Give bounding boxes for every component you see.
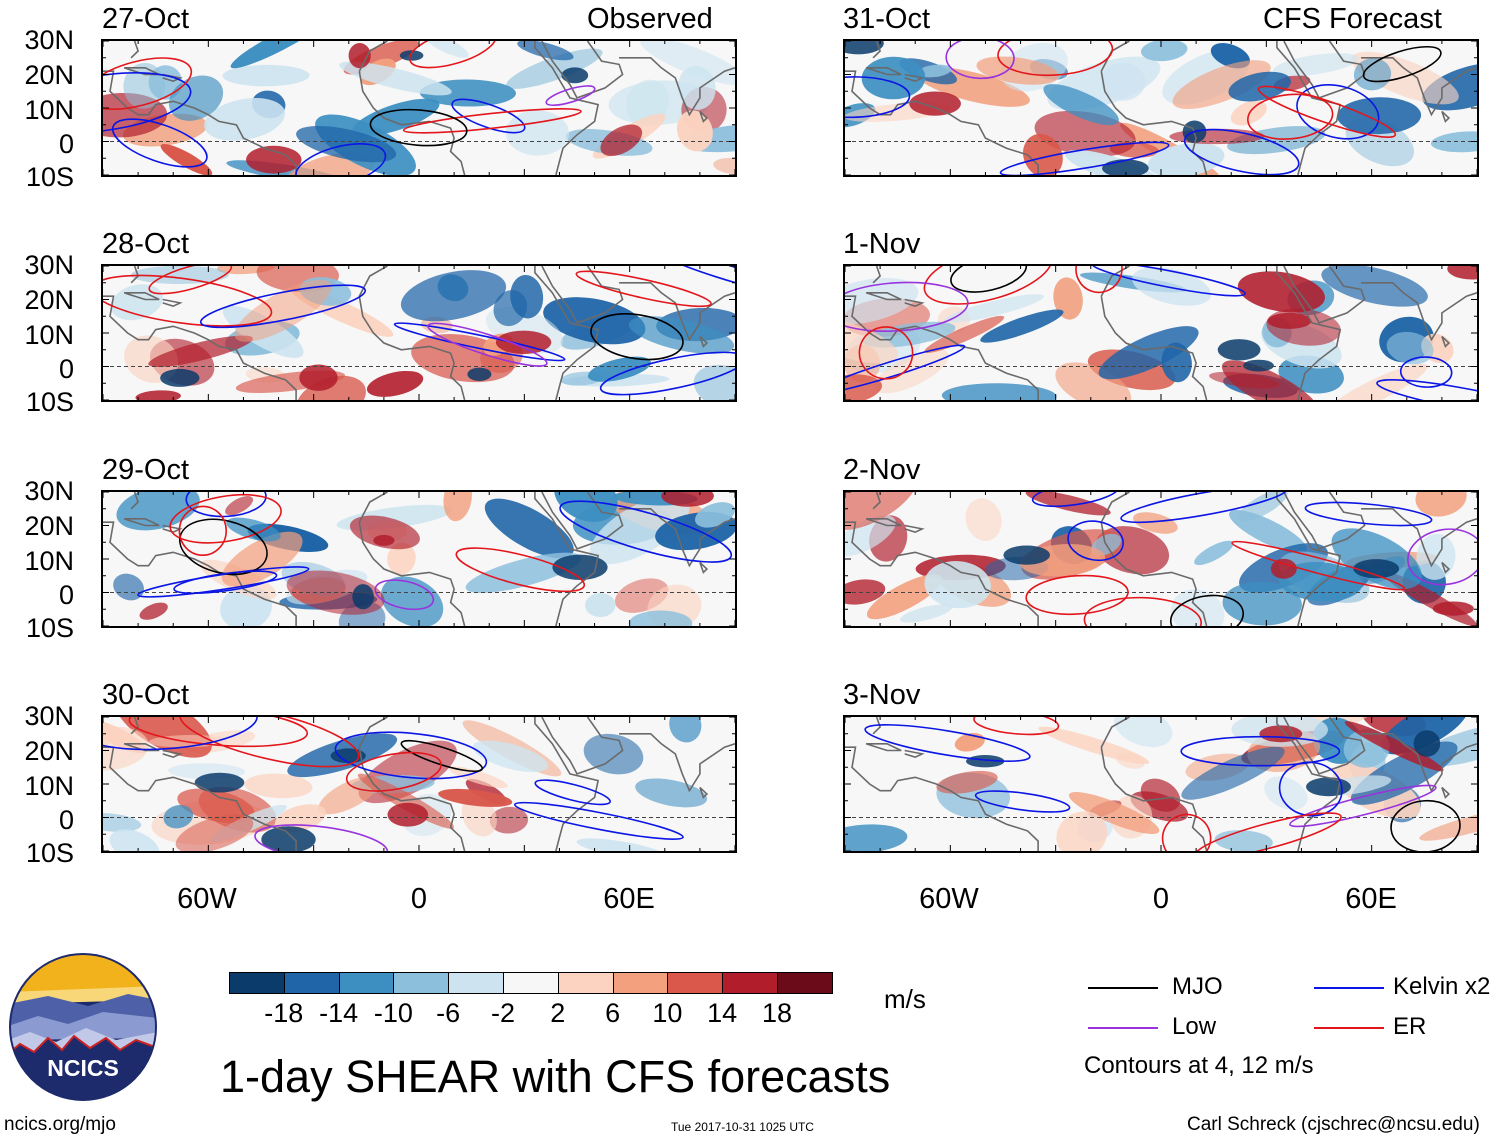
colorbar-swatch: [283, 972, 340, 994]
colorbar-swatch: [448, 972, 504, 994]
lat-label: 10S: [25, 613, 74, 643]
panel-date-left-1: 28-Oct: [102, 228, 190, 260]
figure-title: 1-day SHEAR with CFS forecasts: [220, 1051, 891, 1102]
colorbar-swatch: [503, 972, 559, 994]
colorbar-label: 18: [761, 998, 793, 1028]
colorbar-units: m/s: [884, 984, 926, 1014]
footer-credit: Carl Schreck (cjschrec@ncsu.edu): [1187, 1114, 1480, 1135]
legend-line-kelvin: [1314, 987, 1384, 989]
colorbar-label: 10: [652, 998, 683, 1028]
observed-label: Observed: [587, 3, 713, 35]
map-field-left-1: [103, 266, 735, 400]
panel-date-right-1: 1-Nov: [843, 228, 921, 260]
legend-label-er: ER: [1393, 1013, 1427, 1040]
lat-label: 20N: [24, 736, 74, 766]
lat-label: 10N: [24, 95, 74, 125]
lat-label: 10N: [24, 546, 74, 576]
colorbar-swatch: [722, 972, 778, 994]
colorbar-swatch: [338, 972, 395, 994]
lat-label: 10S: [25, 387, 74, 417]
forecast-label: CFS Forecast: [1263, 3, 1442, 35]
colorbar-swatch: [393, 972, 450, 994]
map-panel-left-2: [101, 490, 737, 628]
colorbar-label: -2: [490, 998, 516, 1028]
footer-timestamp: Tue 2017-10-31 1025 UTC: [671, 1120, 814, 1134]
map-panel-right-3: [843, 715, 1479, 853]
lat-label: 0: [58, 129, 74, 159]
colorbar-label: -18: [264, 998, 304, 1028]
legend-label-mjo: MJO: [1172, 973, 1223, 1000]
map-panel-right-2: [843, 490, 1479, 628]
lat-label: 10N: [24, 771, 74, 801]
footer-url[interactable]: ncics.org/mjo: [4, 1114, 116, 1135]
lon-label: 60E: [1345, 883, 1397, 915]
colorbar-label: -6: [436, 998, 461, 1028]
map-field-left-0: [103, 41, 735, 175]
lon-label: 60W: [177, 883, 237, 915]
lat-label: 30N: [24, 250, 74, 280]
map-panel-left-1: [101, 264, 737, 402]
map-field-left-3: [103, 717, 735, 851]
map-field-left-2: [103, 492, 735, 626]
colorbar-label: 2: [550, 998, 566, 1028]
ncics-logo: NCICS: [8, 952, 158, 1102]
ncics-logo-icon: NCICS: [9, 953, 157, 1101]
lon-label: 60E: [603, 883, 655, 915]
colorbar-swatch: [777, 972, 833, 994]
panel-date-right-3: 3-Nov: [843, 679, 921, 711]
map-panel-left-0: [101, 39, 737, 177]
legend-label-kelvin: Kelvin x2: [1393, 973, 1491, 1000]
colorbar-swatch: [667, 972, 724, 994]
map-field-right-2: [845, 492, 1477, 626]
lon-label: 0: [410, 883, 428, 915]
lat-label: 20N: [24, 511, 74, 541]
lat-label: 30N: [24, 25, 74, 55]
colorbar-swatch: [612, 972, 669, 994]
lat-label: 10N: [24, 320, 74, 350]
map-panel-right-0: [843, 39, 1479, 177]
logo-text: NCICS: [47, 1055, 119, 1081]
lon-label: 60W: [919, 883, 979, 915]
map-panel-left-3: [101, 715, 737, 853]
map-panel-right-1: [843, 264, 1479, 402]
legend-line-er: [1314, 1027, 1384, 1029]
lat-label: 0: [58, 805, 74, 835]
colorbar-swatch: [557, 972, 614, 994]
map-field-right-3: [845, 717, 1477, 851]
colorbar-label: 14: [707, 998, 738, 1028]
lat-label: 10S: [25, 838, 74, 868]
lat-label: 0: [58, 580, 74, 610]
legend-line-mjo: [1088, 987, 1158, 989]
lat-label: 10S: [25, 162, 74, 192]
lat-label: 30N: [24, 476, 74, 506]
panel-date-left-2: 29-Oct: [102, 454, 190, 486]
colorbar-swatch: [229, 972, 285, 994]
lat-label: 20N: [24, 285, 74, 315]
colorbar-label: -14: [319, 998, 359, 1028]
colorbar-label: -10: [373, 998, 413, 1028]
lat-label: 30N: [24, 701, 74, 731]
lon-label: 0: [1152, 883, 1170, 915]
lat-label: 20N: [24, 60, 74, 90]
panel-date-left-0: 27-Oct: [102, 3, 190, 35]
map-field-right-0: [845, 41, 1477, 175]
panel-date-right-2: 2-Nov: [843, 454, 921, 486]
contours-note: Contours at 4, 12 m/s: [1084, 1052, 1314, 1079]
panel-date-right-0: 31-Oct: [843, 3, 931, 35]
panel-date-left-3: 30-Oct: [102, 679, 190, 711]
legend-line-low: [1088, 1027, 1158, 1029]
colorbar-label: 6: [605, 998, 621, 1028]
legend-label-low: Low: [1172, 1013, 1217, 1040]
lat-label: 0: [58, 354, 74, 384]
map-field-right-1: [845, 266, 1477, 400]
